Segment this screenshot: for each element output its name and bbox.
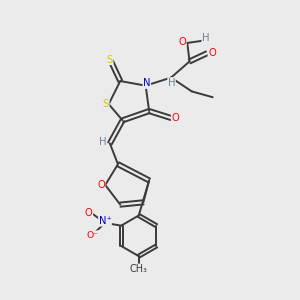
Text: S: S — [107, 55, 113, 64]
Text: H: H — [202, 33, 209, 43]
Text: O⁻: O⁻ — [87, 231, 99, 240]
Text: O: O — [208, 48, 216, 58]
Text: CH₃: CH₃ — [130, 264, 148, 274]
Text: O: O — [178, 37, 186, 47]
Text: N⁺: N⁺ — [99, 216, 111, 226]
Text: O: O — [85, 208, 93, 218]
Text: O: O — [97, 180, 105, 190]
Text: S: S — [103, 99, 109, 109]
Text: H: H — [168, 78, 175, 88]
Text: O: O — [171, 113, 179, 123]
Text: H: H — [99, 136, 107, 147]
Text: N: N — [143, 78, 151, 88]
